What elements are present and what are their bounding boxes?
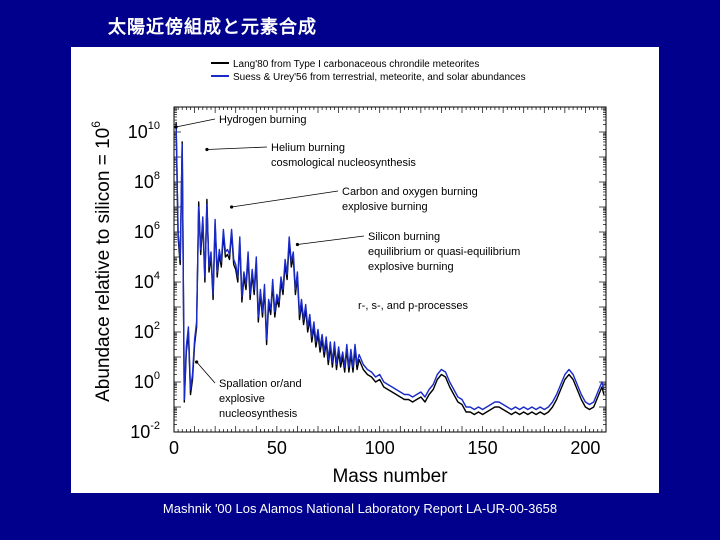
annotation-label: Carbon and oxygen burning — [342, 186, 478, 198]
series-line-2 — [175, 124, 605, 411]
x-tick-label: 50 — [267, 438, 287, 458]
plot-frame — [173, 106, 607, 433]
x-tick-label: 100 — [365, 438, 395, 458]
x-axis-label: Mass number — [332, 466, 448, 487]
annotation-label: explosive burning — [342, 201, 428, 213]
y-tick-label: 1010 — [128, 120, 160, 142]
annotation-label: Helium burning — [271, 142, 345, 154]
x-tick-label: 200 — [570, 438, 600, 458]
annotation-arrowhead — [205, 147, 209, 152]
footer-citation: Mashnik '00 Los Alamos National Laborato… — [162, 501, 558, 516]
y-tick-label: 106 — [134, 220, 160, 242]
annotation-arrow — [206, 146, 268, 150]
abundance-chart: Lang'80 from Type I carbonaceous chrondi… — [89, 59, 607, 487]
annotation-arrowhead — [174, 125, 178, 129]
annotation-arrow — [231, 190, 339, 208]
chart-series — [175, 121, 605, 416]
y-tick-label: 100 — [134, 370, 160, 392]
annotation-label: cosmological nucleosynthesis — [271, 157, 416, 169]
annotation-arrow — [297, 235, 365, 245]
annotation-label: Spallation or/and — [219, 378, 302, 390]
annotation-label: explosive burning — [368, 261, 454, 273]
x-tick-label: 150 — [468, 438, 498, 458]
chart-axes: 0 50 100 150 200 10-2 100 102 104 106 108 1010 Mass … — [89, 106, 607, 487]
legend-entry: Suess & Urey'56 from terrestrial, meteor… — [233, 72, 526, 83]
chart-legend: Lang'80 from Type I carbonaceous chrondi… — [211, 59, 526, 83]
y-tick-label: 104 — [134, 270, 160, 292]
annotation-label: Silicon burning — [368, 231, 440, 243]
chart-annotations: Hydrogen burning Helium burning cosmologic… — [174, 114, 520, 420]
annotation-arrow — [196, 361, 216, 384]
y-tick-label: 102 — [134, 320, 160, 342]
y-axis-label: Abundace relative to silicon = 106 — [89, 121, 114, 402]
x-tick-label: 0 — [169, 438, 179, 458]
annotation-label: Hydrogen burning — [219, 114, 306, 126]
annotation-arrow — [175, 118, 216, 128]
annotation-label: equilibrium or quasi-equilibrium — [368, 246, 520, 258]
annotation-label: r-, s-, and p-processes — [358, 300, 469, 312]
y-tick-label: 10-2 — [130, 420, 160, 442]
slide-title: 太陽近傍組成と元素合成 — [108, 17, 317, 38]
annotation-label: explosive — [219, 393, 265, 405]
annotation-arrowhead — [230, 205, 234, 209]
annotation-arrowhead — [295, 242, 300, 247]
annotation-label: nucleosynthesis — [219, 408, 298, 420]
figure-panel: Lang'80 from Type I carbonaceous chrondi… — [71, 47, 659, 493]
y-tick-label: 108 — [134, 170, 160, 192]
annotation-arrowhead — [195, 360, 199, 364]
legend-entry: Lang'80 from Type I carbonaceous chrondi… — [233, 59, 479, 70]
